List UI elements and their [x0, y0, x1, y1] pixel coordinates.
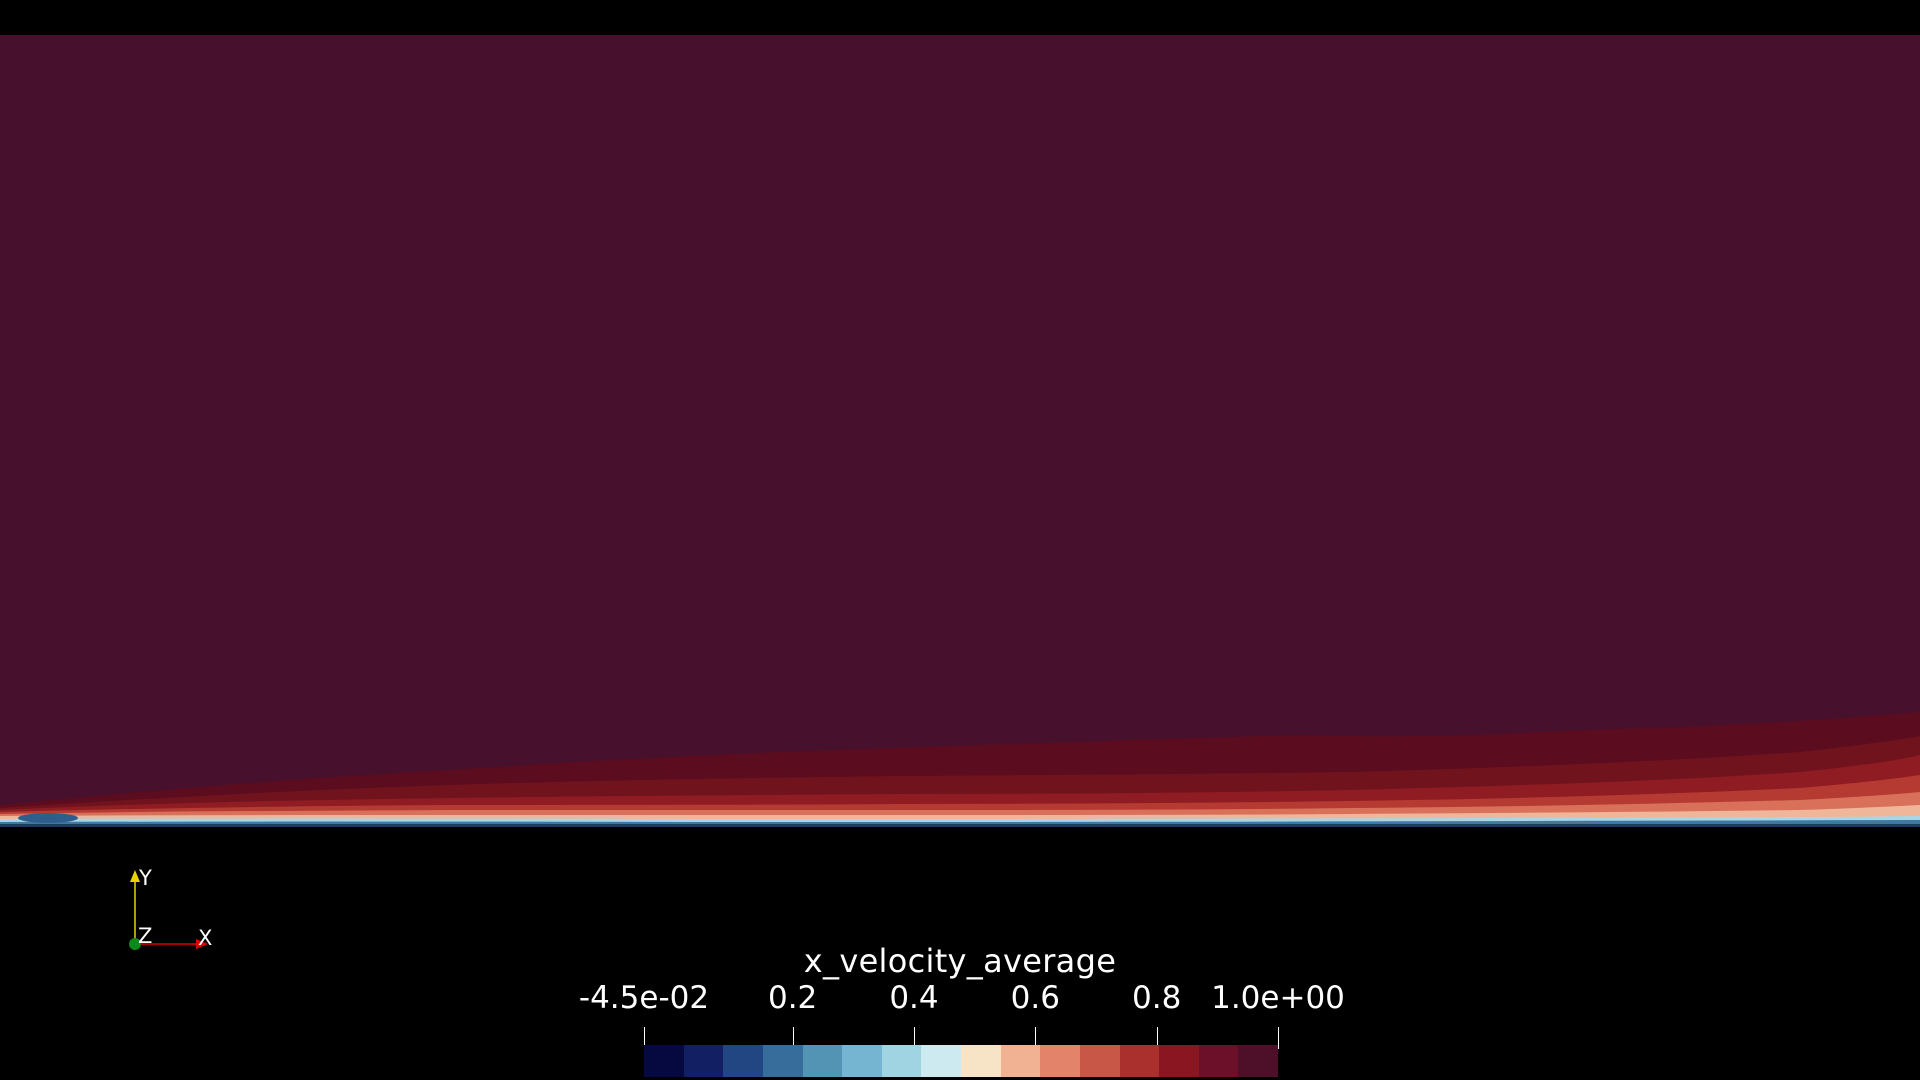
y-axis-arrow	[130, 870, 140, 882]
x-axis-label: X	[198, 926, 213, 950]
colorbar-swatch	[1198, 1045, 1239, 1077]
colorbar-swatch	[1000, 1045, 1041, 1077]
colorbar-swatch	[881, 1045, 922, 1077]
colorbar-title: x_velocity_average	[803, 942, 1117, 980]
colorbar-swatch	[961, 1045, 1001, 1077]
colorbar	[644, 1045, 1278, 1077]
colorbar-swatch	[683, 1045, 724, 1077]
y-axis-label: Y	[139, 866, 152, 890]
colorbar-swatch	[762, 1045, 803, 1077]
colorbar-swatch	[802, 1045, 843, 1077]
leading-edge-vortex	[18, 813, 78, 823]
colorbar-swatch	[1040, 1045, 1080, 1077]
colorbar-swatch	[1079, 1045, 1120, 1077]
colorbar-swatch	[1159, 1045, 1199, 1077]
orientation-axes: Y Z X	[120, 862, 230, 962]
colorbar-swatch	[644, 1045, 684, 1077]
colorbar-swatch	[1119, 1045, 1160, 1077]
colorbar-swatch	[723, 1045, 763, 1077]
boundary-layer-band-8	[0, 820, 1920, 825]
z-axis-label: Z	[138, 924, 153, 948]
orientation-axes-graphic	[129, 870, 208, 950]
colorbar-swatch	[842, 1045, 882, 1077]
velocity-field-freestream	[0, 35, 1920, 825]
z-axis-dot	[129, 938, 141, 950]
colorbar-swatch	[921, 1045, 961, 1077]
x-axis-arrow	[196, 939, 208, 949]
wall-boundary	[0, 824, 1920, 827]
colorbar-swatch	[1238, 1045, 1278, 1077]
